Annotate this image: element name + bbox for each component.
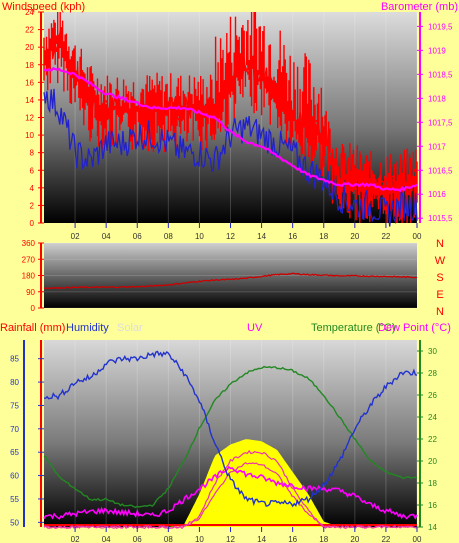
baro-right-tick-label: 1019,5 bbox=[428, 22, 453, 31]
compass-label: W bbox=[435, 255, 446, 267]
uv-legend-label: UV bbox=[247, 322, 263, 334]
wind-x-tick-label: 14 bbox=[257, 232, 266, 241]
humidity-tick-label: 50 bbox=[10, 518, 19, 527]
wind-x-tick-label: 10 bbox=[195, 232, 204, 241]
humidity-tick-label: 80 bbox=[10, 378, 19, 387]
temp-tick-label: 20 bbox=[428, 457, 437, 466]
wind-left-tick-label: 20 bbox=[25, 43, 34, 52]
compass-label: E bbox=[436, 289, 443, 301]
wind-left-tick-label: 14 bbox=[25, 96, 34, 105]
temperature-series bbox=[43, 365, 418, 509]
rain-x-tick-label: 20 bbox=[350, 535, 359, 543]
temp-tick-label: 24 bbox=[428, 413, 437, 422]
temp-tick-label: 14 bbox=[428, 523, 437, 532]
rain-x-tick-label: 10 bbox=[195, 535, 204, 543]
rain-x-tick-label: 00 bbox=[413, 535, 422, 543]
barometer-series bbox=[43, 67, 418, 193]
compass-label: S bbox=[436, 272, 443, 284]
temp-tick-label: 22 bbox=[428, 435, 437, 444]
wind-left-tick-label: 4 bbox=[30, 184, 35, 193]
humidity-tick-label: 70 bbox=[10, 425, 19, 434]
temp-tick-label: 16 bbox=[428, 501, 437, 510]
temp-tick-label: 30 bbox=[428, 347, 437, 356]
windspeed-axis-label: Windspeed (kph) bbox=[2, 1, 85, 13]
compass-label: N bbox=[436, 306, 444, 318]
rain-x-tick-label: 04 bbox=[102, 535, 111, 543]
humidity-tick-label: 55 bbox=[10, 495, 19, 504]
wind-x-tick-label: 22 bbox=[381, 232, 390, 241]
wind-left-tick-label: 8 bbox=[30, 149, 35, 158]
direction-tick-label: 270 bbox=[22, 255, 36, 264]
direction-tick-label: 180 bbox=[22, 272, 36, 281]
baro-right-tick-label: 1015,5 bbox=[428, 214, 453, 223]
wind-x-tick-label: 00 bbox=[413, 232, 422, 241]
dewpoint-series bbox=[43, 465, 418, 520]
solar-area-series bbox=[44, 439, 417, 527]
windspeed-average-series bbox=[43, 88, 418, 227]
baro-right-tick-label: 1016 bbox=[428, 190, 446, 199]
barometer-axis-label: Barometer (mb) bbox=[381, 1, 458, 13]
rain-x-tick-label: 06 bbox=[133, 535, 142, 543]
windspeed-gust-line bbox=[43, 29, 418, 203]
rainfall-legend-label: Rainfall (mm) bbox=[0, 322, 65, 334]
wind-x-tick-label: 04 bbox=[102, 232, 111, 241]
humidity-tick-label: 85 bbox=[10, 355, 19, 364]
compass-label: N bbox=[436, 238, 444, 250]
rain-x-tick-label: 22 bbox=[381, 535, 390, 543]
baro-right-tick-label: 1019 bbox=[428, 46, 446, 55]
humidity-tick-label: 75 bbox=[10, 401, 19, 410]
temp-tick-label: 18 bbox=[428, 479, 437, 488]
humidity-tick-label: 65 bbox=[10, 448, 19, 457]
rain-x-tick-label: 18 bbox=[319, 535, 328, 543]
wind-x-tick-label: 08 bbox=[164, 232, 173, 241]
wind-left-tick-label: 6 bbox=[30, 166, 35, 175]
baro-right-tick-label: 1018 bbox=[428, 94, 446, 103]
wind-left-tick-label: 16 bbox=[25, 78, 34, 87]
temp-tick-label: 28 bbox=[428, 369, 437, 378]
wind-left-tick-label: 0 bbox=[30, 219, 35, 228]
wind-x-tick-label: 12 bbox=[226, 232, 235, 241]
wind-left-tick-label: 12 bbox=[25, 114, 34, 123]
rain-x-tick-label: 14 bbox=[257, 535, 266, 543]
temp-tick-label: 26 bbox=[428, 391, 437, 400]
rain-x-tick-label: 02 bbox=[71, 535, 80, 543]
baro-right-tick-label: 1018,5 bbox=[428, 70, 453, 79]
wind-left-tick-label: 18 bbox=[25, 61, 34, 70]
direction-tick-label: 90 bbox=[26, 288, 35, 297]
humidity-tick-label: 60 bbox=[10, 472, 19, 481]
wind-x-tick-label: 18 bbox=[319, 232, 328, 241]
rain-x-tick-label: 16 bbox=[288, 535, 297, 543]
wind-x-tick-label: 02 bbox=[71, 232, 80, 241]
baro-right-tick-label: 1017,5 bbox=[428, 118, 453, 127]
wind-x-tick-label: 06 bbox=[133, 232, 142, 241]
wind-x-tick-label: 16 bbox=[288, 232, 297, 241]
solar-legend-label: Solar bbox=[117, 322, 143, 334]
wind-left-tick-label: 22 bbox=[25, 26, 34, 35]
temperature-legend-label: Temperature (°C) bbox=[311, 322, 395, 334]
direction-tick-label: 0 bbox=[31, 304, 36, 313]
wind-left-tick-label: 10 bbox=[25, 131, 34, 140]
dewpoint-legend-label: Dew Point (°C) bbox=[378, 322, 451, 334]
wind-x-tick-label: 20 bbox=[350, 232, 359, 241]
direction-tick-label: 360 bbox=[22, 239, 36, 248]
rain-x-tick-label: 12 bbox=[226, 535, 235, 543]
wind-left-tick-label: 24 bbox=[25, 8, 34, 17]
wind-direction-series bbox=[43, 272, 418, 290]
wind-left-tick-label: 2 bbox=[30, 201, 35, 210]
humidity-series bbox=[44, 350, 418, 508]
baro-right-tick-label: 1016,5 bbox=[428, 166, 453, 175]
rain-x-tick-label: 08 bbox=[164, 535, 173, 543]
baro-right-tick-label: 1017 bbox=[428, 142, 446, 151]
humidity-legend-label: Humidity bbox=[66, 322, 109, 334]
